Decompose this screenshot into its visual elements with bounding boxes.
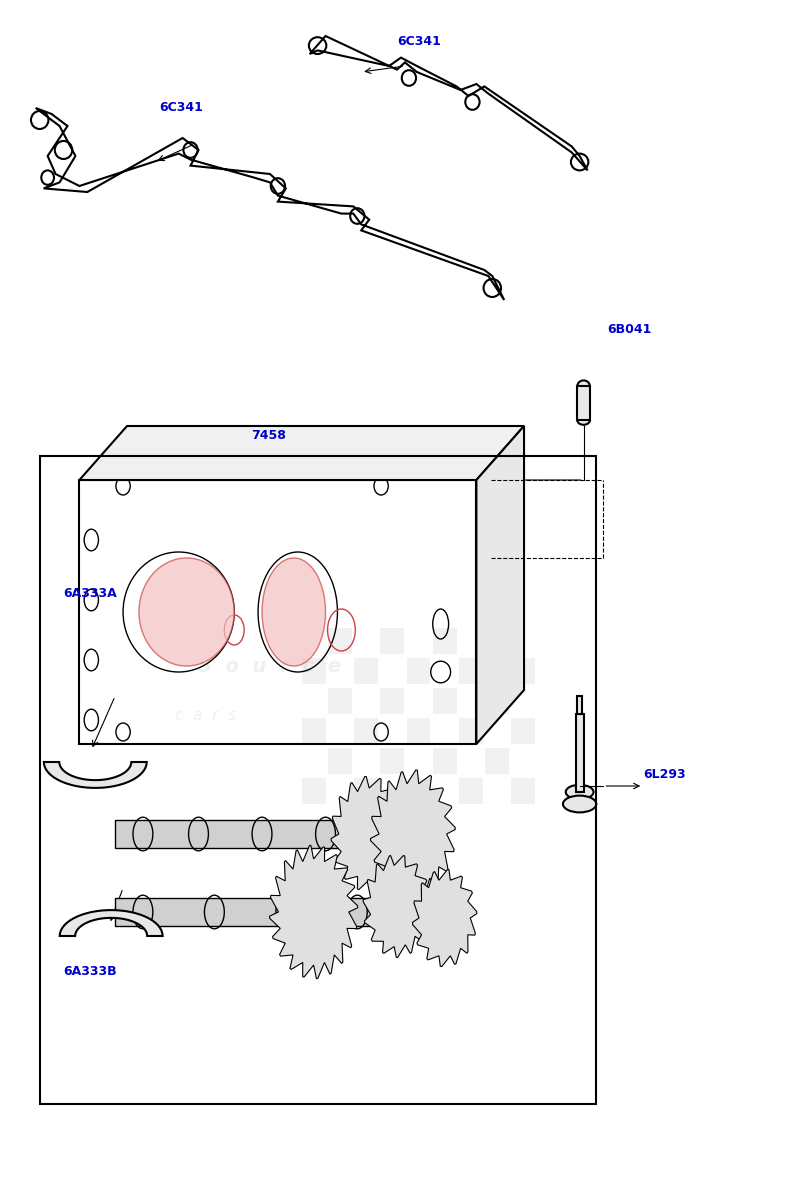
Text: c  a  r  s: c a r s (175, 708, 236, 722)
Bar (328, 748, 352, 774)
Bar (407, 658, 430, 684)
Bar (511, 718, 535, 744)
Bar (328, 628, 352, 654)
Bar (302, 778, 326, 804)
Polygon shape (44, 762, 147, 788)
Bar (459, 718, 483, 744)
Polygon shape (476, 426, 524, 744)
Bar (577, 696, 582, 714)
Polygon shape (79, 426, 524, 480)
Bar (433, 628, 457, 654)
Polygon shape (363, 856, 431, 958)
Bar (485, 688, 509, 714)
Polygon shape (115, 898, 437, 926)
Ellipse shape (563, 796, 596, 812)
Ellipse shape (262, 558, 326, 666)
Bar (354, 658, 378, 684)
Bar (433, 748, 457, 774)
Bar (459, 778, 483, 804)
Text: 6B041: 6B041 (607, 323, 652, 336)
Text: 6A333A: 6A333A (64, 587, 118, 600)
Text: 6C341: 6C341 (397, 35, 441, 48)
Bar (354, 778, 378, 804)
Bar (380, 628, 404, 654)
Bar (485, 748, 509, 774)
Text: S  o  u  r  c  e: S o u r c e (198, 658, 341, 676)
Text: 6A333B: 6A333B (64, 965, 118, 978)
Bar (380, 688, 404, 714)
Bar (40, 456, 596, 1104)
Ellipse shape (577, 380, 590, 392)
Polygon shape (115, 820, 421, 848)
Text: 7458: 7458 (251, 428, 286, 442)
Bar (354, 718, 378, 744)
Polygon shape (269, 845, 358, 979)
Bar (380, 748, 404, 774)
Bar (407, 778, 430, 804)
Polygon shape (371, 770, 455, 898)
Polygon shape (413, 870, 476, 966)
Ellipse shape (565, 785, 593, 799)
Bar (485, 628, 509, 654)
Bar (433, 688, 457, 714)
Bar (328, 688, 352, 714)
Ellipse shape (577, 415, 590, 425)
Bar (511, 778, 535, 804)
Polygon shape (60, 910, 163, 936)
Bar (511, 658, 535, 684)
Ellipse shape (139, 558, 234, 666)
Text: 6L293: 6L293 (643, 768, 686, 780)
Polygon shape (331, 776, 407, 892)
Text: 6C341: 6C341 (159, 101, 202, 114)
Bar (576, 714, 584, 792)
Bar (407, 718, 430, 744)
Bar (577, 386, 590, 420)
Bar (302, 718, 326, 744)
Bar (79, 480, 476, 744)
Bar (302, 658, 326, 684)
Bar (459, 658, 483, 684)
